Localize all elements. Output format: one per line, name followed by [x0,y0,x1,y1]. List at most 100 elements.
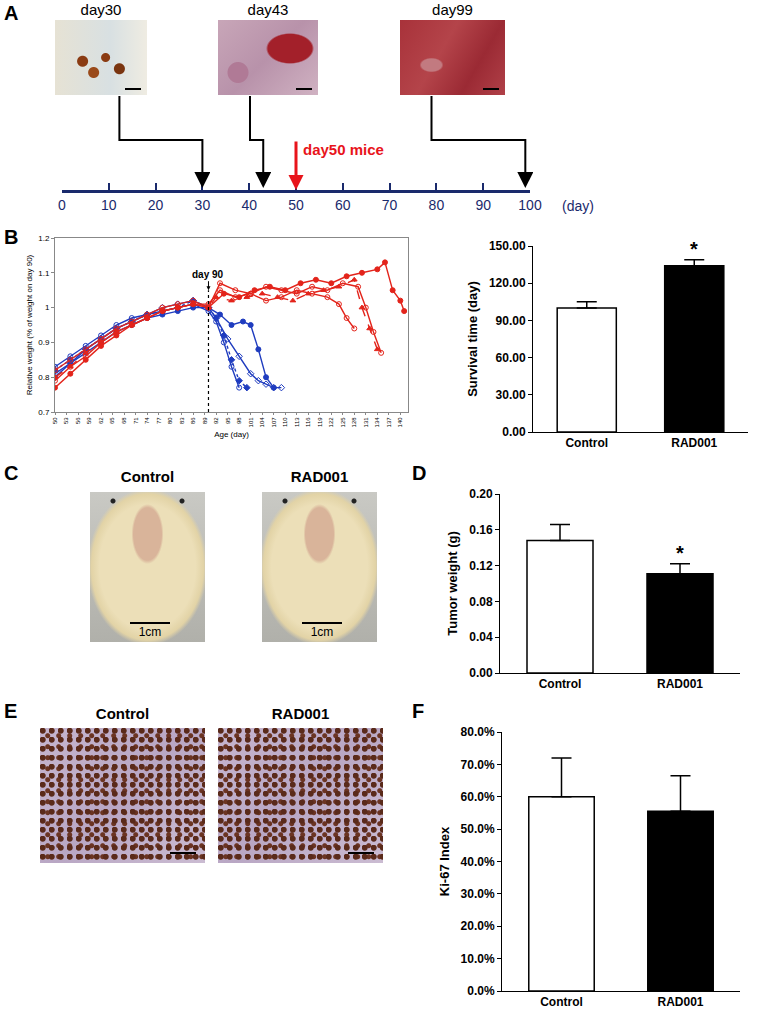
svg-text:80.0%: 80.0% [461,725,495,739]
svg-text:60: 60 [335,197,351,213]
svg-text:90.00: 90.00 [496,314,526,328]
html-text:day99: day99 [432,1,473,18]
svg-text:50.0%: 50.0% [461,822,495,836]
svg-text:(day): (day) [562,198,594,214]
svg-text:30.0%: 30.0% [461,887,495,901]
svg-text:65: 65 [110,417,116,424]
svg-text:80: 80 [167,417,173,424]
svg-text:0.04: 0.04 [469,630,493,644]
svg-text:day 90: day 90 [192,269,224,280]
svg-text:0.12: 0.12 [469,559,493,573]
svg-text:90: 90 [475,197,491,213]
svg-text:Control: Control [540,995,583,1009]
html-text:C: C [4,462,19,484]
svg-text:0.20: 0.20 [469,487,493,501]
svg-text:122: 122 [328,417,334,428]
svg-text:day50 mice: day50 mice [303,141,384,158]
svg-text:104: 104 [259,417,265,428]
svg-text:0.00: 0.00 [469,666,493,680]
svg-text:40.0%: 40.0% [461,855,495,869]
svg-text:Control: Control [539,677,582,691]
svg-text:89: 89 [202,417,208,424]
svg-text:92: 92 [213,417,219,424]
svg-text:140: 140 [397,417,403,428]
html-text:F: F [412,700,425,722]
svg-text:30: 30 [195,197,211,213]
svg-text:0.08: 0.08 [469,595,493,609]
svg-text:125: 125 [340,417,346,428]
svg-text:70.0%: 70.0% [461,758,495,772]
html-text:E: E [4,700,18,722]
svg-text:56: 56 [75,417,81,424]
svg-text:59: 59 [86,417,92,424]
svg-text:60.0%: 60.0% [461,790,495,804]
svg-text:131: 131 [363,417,369,428]
svg-text:Survival time (day): Survival time (day) [465,281,480,397]
svg-text:68: 68 [121,417,127,424]
svg-text:120.00: 120.00 [489,276,526,290]
svg-text:83: 83 [179,417,185,424]
html-text:1cm: 1cm [138,625,162,639]
svg-text:116: 116 [305,417,311,427]
html-text:B: B [4,226,19,248]
svg-text:62: 62 [98,417,104,424]
svg-text:*: * [676,542,684,564]
svg-text:95: 95 [225,417,231,424]
svg-text:Tumor weight (g): Tumor weight (g) [445,531,460,635]
svg-text:70: 70 [382,197,398,213]
svg-text:128: 128 [351,417,357,428]
html-text:day43: day43 [247,1,289,18]
html-text:RAD001: RAD001 [290,468,349,485]
svg-text:10: 10 [101,197,117,213]
svg-text:RAD001: RAD001 [657,995,703,1009]
svg-text:1: 1 [45,303,50,312]
svg-text:71: 71 [133,417,139,424]
svg-text:0.16: 0.16 [469,523,493,537]
svg-text:113: 113 [294,417,300,427]
svg-text:0.8: 0.8 [38,373,50,382]
svg-text:86: 86 [190,417,196,424]
svg-text:110: 110 [282,417,288,427]
svg-text:0.0%: 0.0% [467,984,495,998]
svg-text:50: 50 [52,417,58,424]
html-text:day30: day30 [80,1,122,18]
svg-text:0.7: 0.7 [38,408,50,417]
svg-text:1.2: 1.2 [38,234,50,243]
svg-text:30.00: 30.00 [496,388,526,402]
svg-text:20: 20 [148,197,164,213]
html-text:D: D [412,462,427,484]
svg-text:RAD001: RAD001 [671,436,717,450]
svg-text:0.00: 0.00 [502,425,526,439]
svg-text:RAD001: RAD001 [657,677,703,691]
svg-text:101: 101 [248,417,254,428]
svg-text:Relative weight (% of weight o: Relative weight (% of weight on day 90) [25,254,34,395]
svg-text:119: 119 [317,417,323,427]
svg-text:80: 80 [429,197,445,213]
svg-text:1.1: 1.1 [38,269,50,278]
svg-text:Ki-67 Index: Ki-67 Index [437,826,452,896]
html-text:Control: Control [120,468,175,485]
html-text:Control: Control [95,705,150,722]
svg-text:Control: Control [565,436,608,450]
svg-text:134: 134 [374,417,380,428]
svg-text:107: 107 [271,417,277,428]
svg-text:20.0%: 20.0% [461,919,495,933]
svg-text:150.00: 150.00 [489,239,526,253]
svg-text:*: * [690,238,698,260]
svg-text:10.0%: 10.0% [461,952,495,966]
svg-text:77: 77 [156,417,162,424]
html-text:RAD001: RAD001 [271,705,330,722]
html-text:1cm: 1cm [310,625,334,639]
svg-text:40: 40 [241,197,257,213]
svg-text:50: 50 [288,197,304,213]
svg-text:60.00: 60.00 [496,351,526,365]
svg-text:100: 100 [518,197,542,213]
svg-text:53: 53 [63,417,69,424]
svg-text:137: 137 [386,417,392,428]
svg-text:0: 0 [58,197,66,213]
svg-text:Age (day): Age (day) [214,430,249,439]
html-text:A: A [4,2,19,24]
svg-text:74: 74 [144,417,150,424]
svg-text:98: 98 [236,417,242,424]
svg-text:0.9: 0.9 [38,338,50,347]
